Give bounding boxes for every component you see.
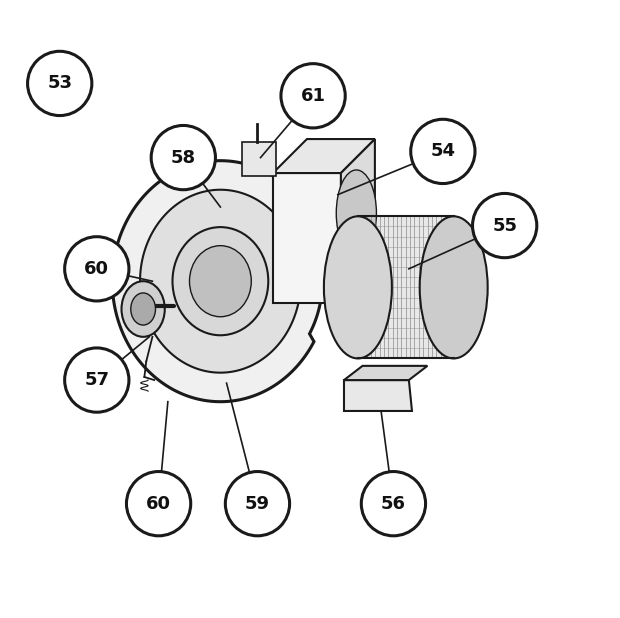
- Bar: [358, 216, 454, 358]
- Polygon shape: [273, 173, 341, 303]
- Circle shape: [126, 472, 191, 536]
- Text: 54: 54: [430, 142, 455, 161]
- Ellipse shape: [324, 216, 392, 358]
- Text: 55: 55: [492, 216, 517, 235]
- Ellipse shape: [172, 227, 268, 335]
- Text: 60: 60: [146, 494, 171, 513]
- Text: 60: 60: [84, 260, 109, 278]
- Ellipse shape: [420, 216, 488, 358]
- Text: 59: 59: [245, 494, 270, 513]
- Circle shape: [225, 472, 290, 536]
- Ellipse shape: [336, 170, 376, 256]
- Text: 61: 61: [301, 87, 326, 105]
- Polygon shape: [140, 190, 301, 373]
- Bar: [242, 142, 276, 176]
- Polygon shape: [341, 139, 375, 303]
- Polygon shape: [112, 161, 329, 402]
- Polygon shape: [273, 139, 375, 173]
- Ellipse shape: [131, 293, 156, 325]
- Circle shape: [472, 193, 537, 258]
- Text: 57: 57: [84, 371, 109, 389]
- Circle shape: [281, 64, 345, 128]
- Circle shape: [410, 119, 475, 184]
- Text: 53: 53: [47, 74, 72, 93]
- Polygon shape: [344, 380, 412, 411]
- Circle shape: [64, 237, 129, 301]
- Circle shape: [151, 125, 215, 190]
- Text: 58: 58: [170, 148, 196, 167]
- Ellipse shape: [190, 246, 251, 316]
- Text: 56: 56: [381, 494, 406, 513]
- Circle shape: [27, 51, 92, 116]
- Circle shape: [361, 472, 425, 536]
- Polygon shape: [344, 366, 427, 380]
- Ellipse shape: [122, 281, 165, 337]
- Circle shape: [64, 348, 129, 412]
